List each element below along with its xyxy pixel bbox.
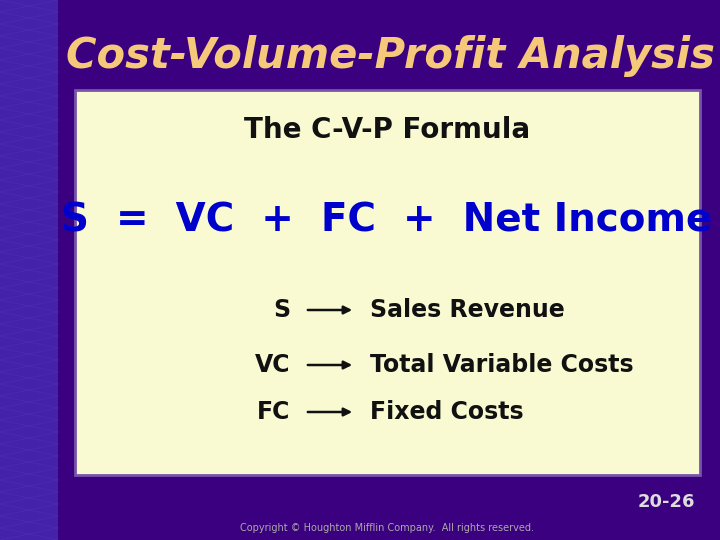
Text: Cost-Volume-Profit Analysis: Cost-Volume-Profit Analysis bbox=[66, 35, 714, 77]
Text: Total Variable Costs: Total Variable Costs bbox=[370, 353, 634, 377]
Bar bbox=[0, 0, 58, 540]
Text: S  =  VC  +  FC  +  Net Income: S = VC + FC + Net Income bbox=[61, 201, 713, 239]
Text: Sales Revenue: Sales Revenue bbox=[370, 298, 564, 322]
Text: 20-26: 20-26 bbox=[637, 493, 695, 511]
Text: S: S bbox=[273, 298, 290, 322]
Text: FC: FC bbox=[256, 400, 290, 424]
Text: VC: VC bbox=[254, 353, 290, 377]
Bar bbox=[75, 90, 700, 475]
Text: Fixed Costs: Fixed Costs bbox=[370, 400, 523, 424]
Text: Copyright © Houghton Mifflin Company.  All rights reserved.: Copyright © Houghton Mifflin Company. Al… bbox=[240, 523, 534, 533]
Bar bbox=[58, 0, 720, 110]
Text: The C-V-P Formula: The C-V-P Formula bbox=[244, 116, 530, 144]
